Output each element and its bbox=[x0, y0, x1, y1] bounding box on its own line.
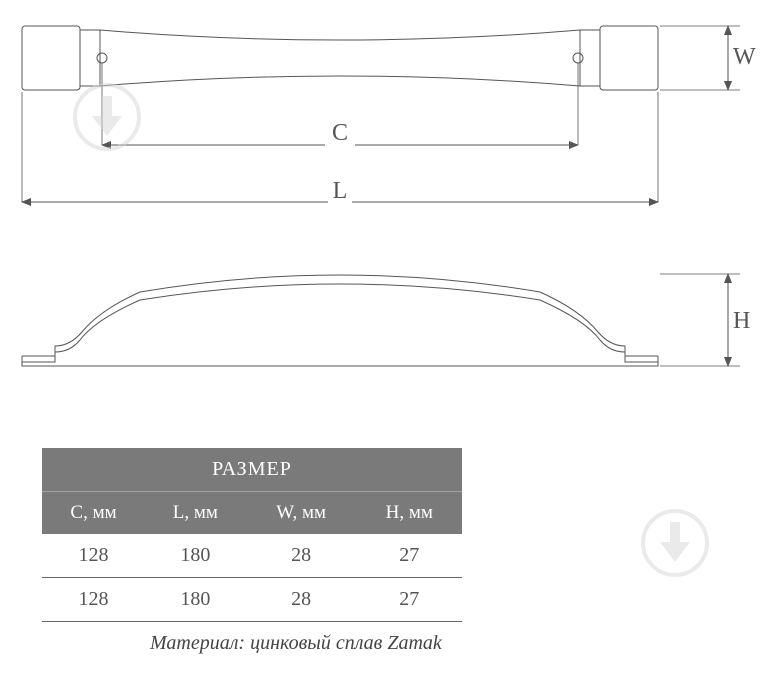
size-table-container: РАЗМЕР C, мм L, мм W, мм H, мм 128 180 2… bbox=[42, 448, 462, 622]
col-l: L, мм bbox=[145, 492, 246, 535]
technical-diagram: C L W H bbox=[0, 0, 760, 430]
col-w: W, мм bbox=[246, 492, 357, 535]
table-row: 128 180 28 27 bbox=[42, 534, 462, 578]
watermark-icon bbox=[72, 82, 142, 152]
table-title: РАЗМЕР bbox=[42, 448, 462, 492]
label-c: C bbox=[332, 120, 348, 146]
label-l: L bbox=[333, 178, 348, 204]
label-h: H bbox=[733, 308, 750, 334]
material-text: Материал: цинковый сплав Zamak bbox=[150, 632, 442, 655]
col-c: C, мм bbox=[42, 492, 145, 535]
col-h: H, мм bbox=[357, 492, 462, 535]
table-header-row: C, мм L, мм W, мм H, мм bbox=[42, 492, 462, 535]
table-row: 128 180 28 27 bbox=[42, 578, 462, 622]
label-w: W bbox=[733, 44, 756, 70]
size-table: РАЗМЕР C, мм L, мм W, мм H, мм 128 180 2… bbox=[42, 448, 462, 622]
diagram-svg: C L W H bbox=[0, 0, 760, 430]
watermark-icon bbox=[640, 508, 710, 578]
